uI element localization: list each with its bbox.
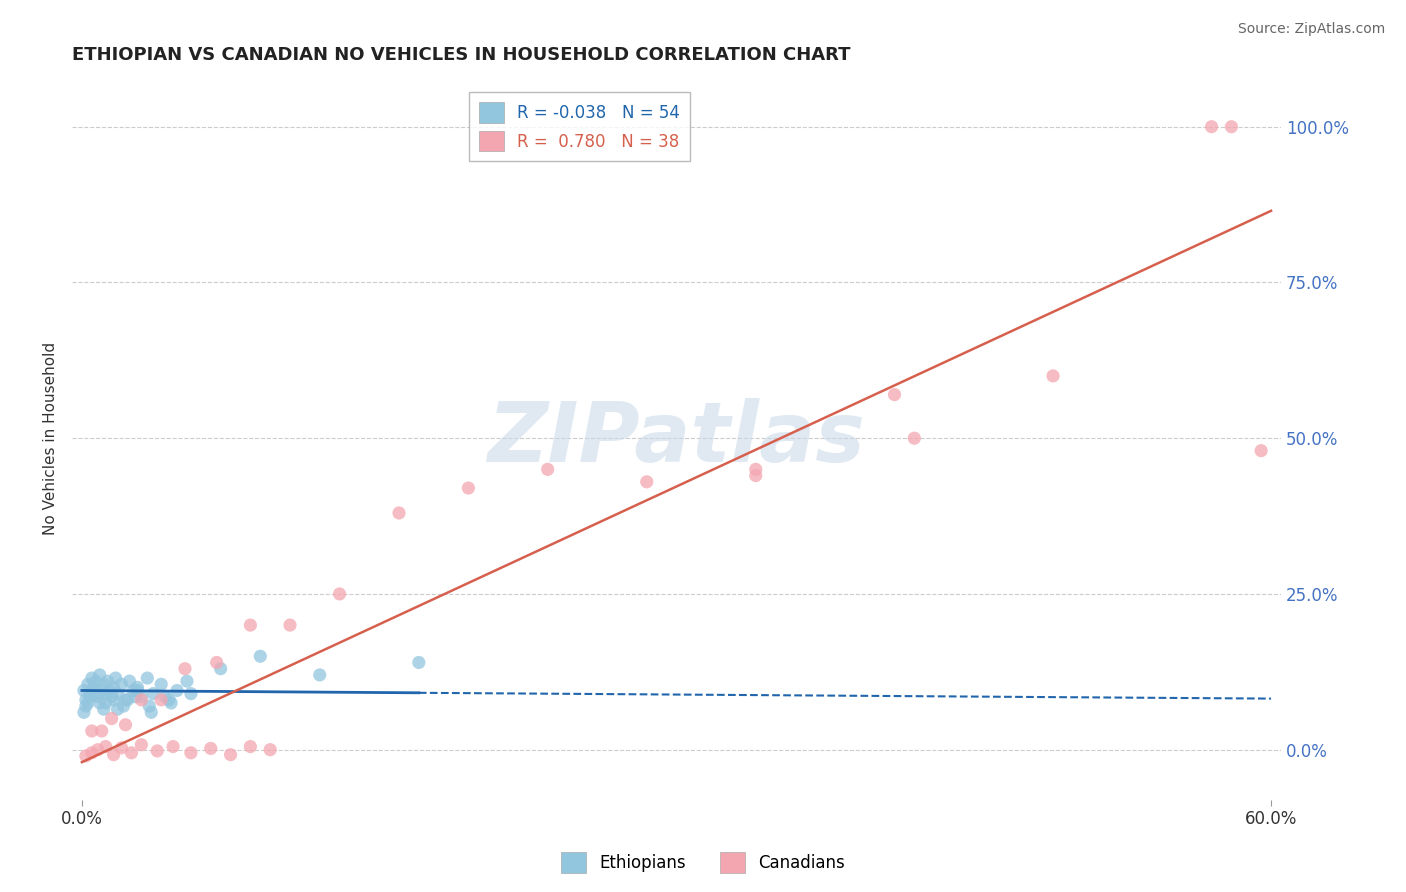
Point: [90, 724, 112, 739]
Text: ETHIOPIAN VS CANADIAN NO VEHICLES IN HOUSEHOLD CORRELATION CHART: ETHIOPIAN VS CANADIAN NO VEHICLES IN HOU…: [72, 46, 851, 64]
Point: [329, 587, 352, 601]
Legend: R = -0.038   N = 54, R =  0.780   N = 38: R = -0.038 N = 54, R = 0.780 N = 38: [470, 93, 690, 161]
Point: [1220, 120, 1243, 134]
Point: [75, 748, 97, 763]
Point: [166, 683, 188, 698]
Point: [84, 687, 107, 701]
Point: [219, 747, 242, 762]
Point: [259, 742, 281, 756]
Legend: Ethiopians, Canadians: Ethiopians, Canadians: [554, 846, 852, 880]
Point: [127, 681, 149, 695]
Point: [93, 677, 115, 691]
Point: [457, 481, 479, 495]
Point: [103, 681, 125, 695]
Point: [79, 690, 101, 704]
Point: [114, 718, 136, 732]
Point: [103, 693, 125, 707]
Point: [745, 468, 768, 483]
Point: [162, 739, 184, 754]
Point: [127, 683, 149, 698]
Point: [112, 699, 135, 714]
Point: [745, 462, 768, 476]
Point: [80, 671, 103, 685]
Point: [97, 687, 120, 701]
Point: [157, 693, 180, 707]
Point: [75, 699, 97, 714]
Point: [90, 683, 112, 698]
Point: [1042, 368, 1064, 383]
Point: [1250, 443, 1272, 458]
Point: [239, 618, 262, 632]
Point: [153, 690, 176, 704]
Point: [94, 739, 117, 754]
Point: [150, 693, 173, 707]
Point: [118, 674, 141, 689]
Point: [100, 712, 122, 726]
Point: [122, 683, 145, 698]
Point: [146, 744, 169, 758]
Text: ZIPatlas: ZIPatlas: [488, 398, 866, 479]
Point: [94, 696, 117, 710]
Text: Source: ZipAtlas.com: Source: ZipAtlas.com: [1237, 22, 1385, 37]
Point: [73, 706, 96, 720]
Point: [131, 690, 153, 704]
Point: [117, 693, 139, 707]
Point: [107, 702, 129, 716]
Point: [83, 681, 105, 695]
Point: [103, 747, 125, 762]
Point: [76, 677, 98, 691]
Point: [239, 739, 262, 754]
Point: [87, 742, 110, 756]
Point: [83, 681, 105, 695]
Point: [200, 741, 222, 756]
Point: [537, 462, 560, 476]
Point: [408, 656, 430, 670]
Point: [142, 687, 165, 701]
Point: [75, 693, 97, 707]
Point: [308, 668, 330, 682]
Point: [388, 506, 411, 520]
Point: [76, 696, 98, 710]
Point: [89, 696, 111, 710]
Point: [121, 746, 143, 760]
Point: [205, 656, 228, 670]
Point: [209, 662, 232, 676]
Point: [1201, 120, 1223, 134]
Point: [80, 746, 103, 760]
Point: [131, 738, 153, 752]
Point: [110, 740, 132, 755]
Point: [131, 693, 153, 707]
Point: [87, 690, 110, 704]
Point: [636, 475, 658, 489]
Y-axis label: No Vehicles in Household: No Vehicles in Household: [44, 342, 58, 535]
Point: [180, 746, 202, 760]
Point: [110, 677, 132, 691]
Point: [249, 649, 271, 664]
Point: [278, 618, 301, 632]
Point: [79, 687, 101, 701]
Point: [104, 671, 127, 685]
Point: [84, 674, 107, 689]
Point: [150, 677, 173, 691]
Point: [80, 724, 103, 739]
Point: [114, 693, 136, 707]
Point: [98, 683, 121, 698]
Point: [160, 696, 183, 710]
Point: [89, 668, 111, 682]
Point: [73, 683, 96, 698]
Point: [100, 690, 122, 704]
Point: [174, 662, 197, 676]
Point: [97, 674, 120, 689]
Point: [107, 687, 129, 701]
Point: [903, 431, 925, 445]
Point: [136, 671, 159, 685]
Point: [124, 690, 146, 704]
Point: [180, 687, 202, 701]
Point: [93, 702, 115, 716]
Point: [138, 699, 160, 714]
Point: [176, 674, 198, 689]
Point: [141, 706, 163, 720]
Point: [883, 387, 905, 401]
